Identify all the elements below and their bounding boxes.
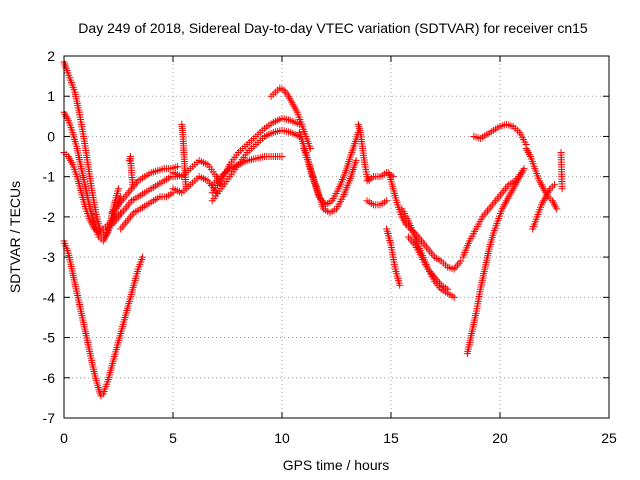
data-point xyxy=(558,185,566,193)
y-tick-label: 0 xyxy=(47,128,55,144)
data-point xyxy=(520,165,528,173)
y-tick-label: -7 xyxy=(43,410,56,426)
data-point xyxy=(352,157,360,165)
x-tick-label: 15 xyxy=(383,430,399,446)
y-tick-label: -2 xyxy=(43,209,56,225)
y-tick-label: -1 xyxy=(43,169,56,185)
data-point xyxy=(450,293,458,301)
plot-frame xyxy=(63,55,610,419)
chart-title: Day 249 of 2018, Sidereal Day-to-day VTE… xyxy=(78,20,588,36)
y-axis-label: SDTVAR / TECUs xyxy=(7,181,23,293)
y-tick-label: 2 xyxy=(47,48,55,64)
data-point xyxy=(278,153,286,161)
x-tick-label: 10 xyxy=(274,430,290,446)
y-tick-label: -5 xyxy=(43,330,56,346)
x-tick-label: 5 xyxy=(169,430,177,446)
data-point xyxy=(383,197,391,205)
y-tick-label: 1 xyxy=(47,88,55,104)
x-axis-label: GPS time / hours xyxy=(283,457,390,473)
data-point xyxy=(553,205,561,213)
y-tick-label: -6 xyxy=(43,370,56,386)
data-point xyxy=(115,185,122,193)
y-axis-tick-labels: -7 -6 -5 -4 -3 -2 -1 0 1 2 xyxy=(43,48,56,426)
x-axis-tick-labels: 0 5 10 15 20 25 xyxy=(60,430,617,446)
data-point xyxy=(173,163,181,171)
y-tick-label: -4 xyxy=(43,289,56,305)
x-tick-label: 20 xyxy=(492,430,508,446)
data-point xyxy=(396,281,404,289)
data-point xyxy=(138,253,146,261)
data-points xyxy=(60,58,566,400)
data-point xyxy=(551,181,558,189)
x-tick-label: 25 xyxy=(601,430,617,446)
y-tick-label: -3 xyxy=(43,249,56,265)
data-point xyxy=(444,285,452,293)
x-tick-label: 0 xyxy=(60,430,68,446)
grid-lines xyxy=(64,56,609,418)
data-point xyxy=(518,169,526,177)
data-point xyxy=(129,181,137,189)
data-point xyxy=(457,257,465,265)
